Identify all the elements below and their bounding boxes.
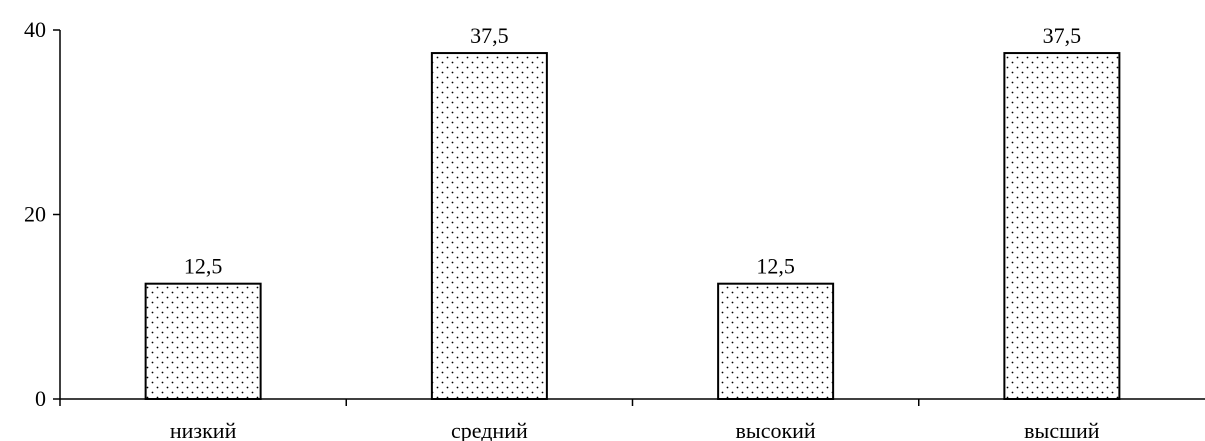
labels: 12,5 низкий 37,5 средний 12,5 высокий 37,5 высш… <box>170 23 1100 441</box>
data-label-4: 37,5 <box>1043 23 1082 48</box>
category-label-1: низкий <box>170 418 237 441</box>
y-tick-label: 0 <box>35 386 46 411</box>
data-label-2: 37,5 <box>470 23 509 48</box>
bar-2 <box>430 52 548 400</box>
y-tick-label: 20 <box>24 202 46 227</box>
category-label-4: высший <box>1024 418 1100 441</box>
y-tick-label: 40 <box>24 17 46 42</box>
data-label-1: 12,5 <box>184 254 223 279</box>
bars <box>144 52 1121 400</box>
category-label-3: высокий <box>736 418 816 441</box>
data-label-3: 12,5 <box>756 254 795 279</box>
bar-1 <box>144 282 262 400</box>
bar-4 <box>1003 52 1121 400</box>
bar-3 <box>717 282 835 400</box>
category-label-2: средний <box>451 418 528 441</box>
